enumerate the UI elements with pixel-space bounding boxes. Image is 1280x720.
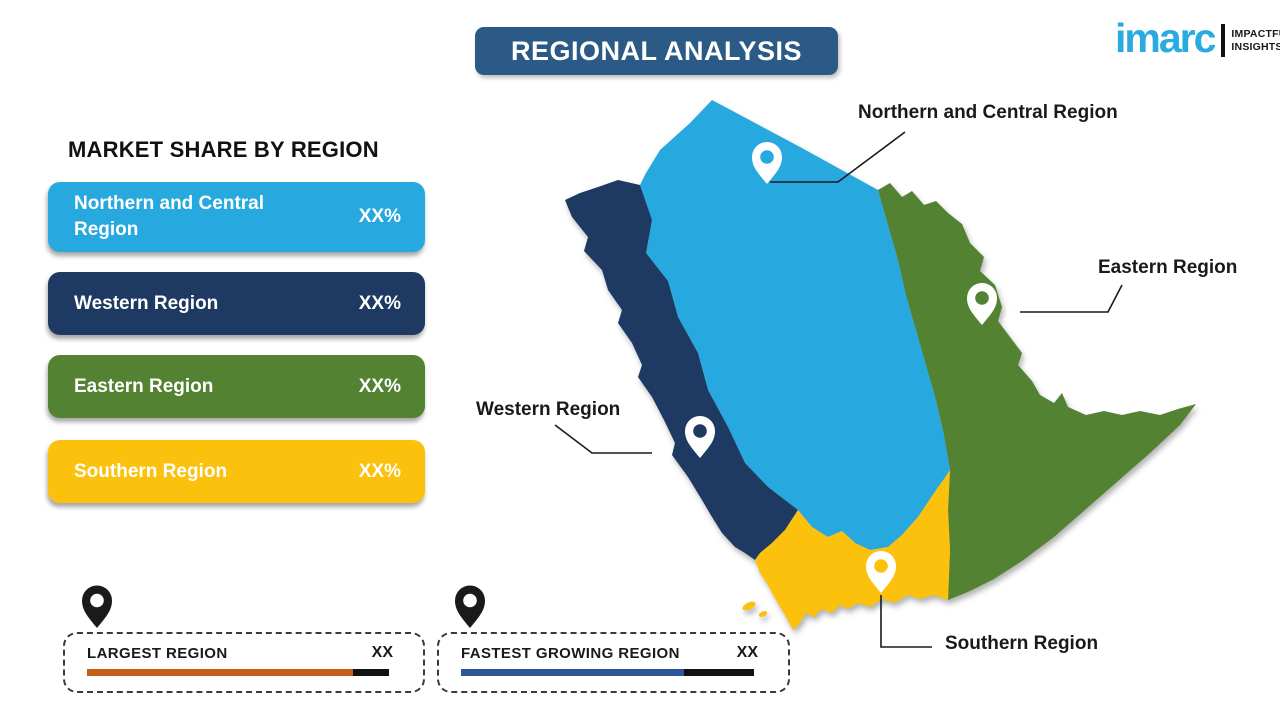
legend-title: MARKET SHARE BY REGION [68,137,379,162]
legend-item-value: XX% [358,460,401,482]
map-pin-northern-icon [752,142,782,184]
map-label-northern: Northern and Central Region [858,102,1118,123]
fastest-growing-pin-icon [455,585,485,628]
map-label-southern: Southern Region [945,633,1099,654]
legend-item-label: Southern Region [74,460,228,482]
logo-brand-text: imarc [1115,15,1216,61]
legend-item-label: Western Region [74,292,219,314]
largest-region-value: XX [371,644,393,661]
legend-item-value: XX% [358,375,401,397]
map-pin-eastern-icon [967,283,997,325]
fastest-growing-region-value: XX [736,644,758,661]
legend-item-northern-central: Northern and Central Region XX% [48,182,425,252]
largest-region-bar [87,669,389,676]
bar-fill [461,669,684,676]
bar-tail [683,669,754,676]
fastest-growing-region-bar [461,669,754,676]
legend-item-eastern: Eastern Region XX% [48,355,425,418]
logo-tagline: IMPACTFUL INSIGHTS [1231,28,1280,53]
map-region-southern [755,470,950,630]
leader-line-southern [880,595,932,648]
leader-line-western [554,424,652,454]
legend-item-value: XX% [358,206,401,227]
largest-region-pin-icon [82,585,112,628]
largest-region-box: LARGEST REGION XX [63,632,425,693]
logo-tagline-top: IMPACTFUL [1231,28,1280,41]
logo-tagline-bottom: INSIGHTS [1231,40,1280,53]
bar-fill [87,669,353,676]
logo-divider [1221,24,1226,57]
bar-tail [352,669,389,676]
imarc-logo: imarc IMPACTFUL INSIGHTS [1115,18,1280,59]
largest-region-label: LARGEST REGION [87,645,228,662]
map-pin-western-icon [685,416,715,458]
legend-item-label: Northern and Central Region [74,193,265,240]
map-region-eastern [878,183,1196,600]
map-label-western: Western Region [476,399,621,420]
page-title: REGIONAL ANALYSIS [510,35,803,66]
title-banner: REGIONAL ANALYSIS [475,27,838,75]
fastest-growing-region-label: FASTEST GROWING REGION [461,645,680,662]
saudi-arabia-map [554,100,1196,648]
map-region-western [565,180,798,560]
legend-item-western: Western Region XX% [48,272,425,335]
legend-item-value: XX% [358,292,401,314]
map-region-northern-central [640,100,950,550]
map-island [758,611,768,617]
legend-item-southern: Southern Region XX% [48,440,425,503]
map-island [742,601,756,611]
leader-line-northern [770,131,906,183]
map-pin-southern-icon [866,551,896,593]
legend-item-label: Eastern Region [74,375,214,397]
fastest-growing-region-box: FASTEST GROWING REGION XX [437,632,790,693]
map-label-eastern: Eastern Region [1098,257,1238,278]
leader-line-eastern [1020,284,1123,313]
